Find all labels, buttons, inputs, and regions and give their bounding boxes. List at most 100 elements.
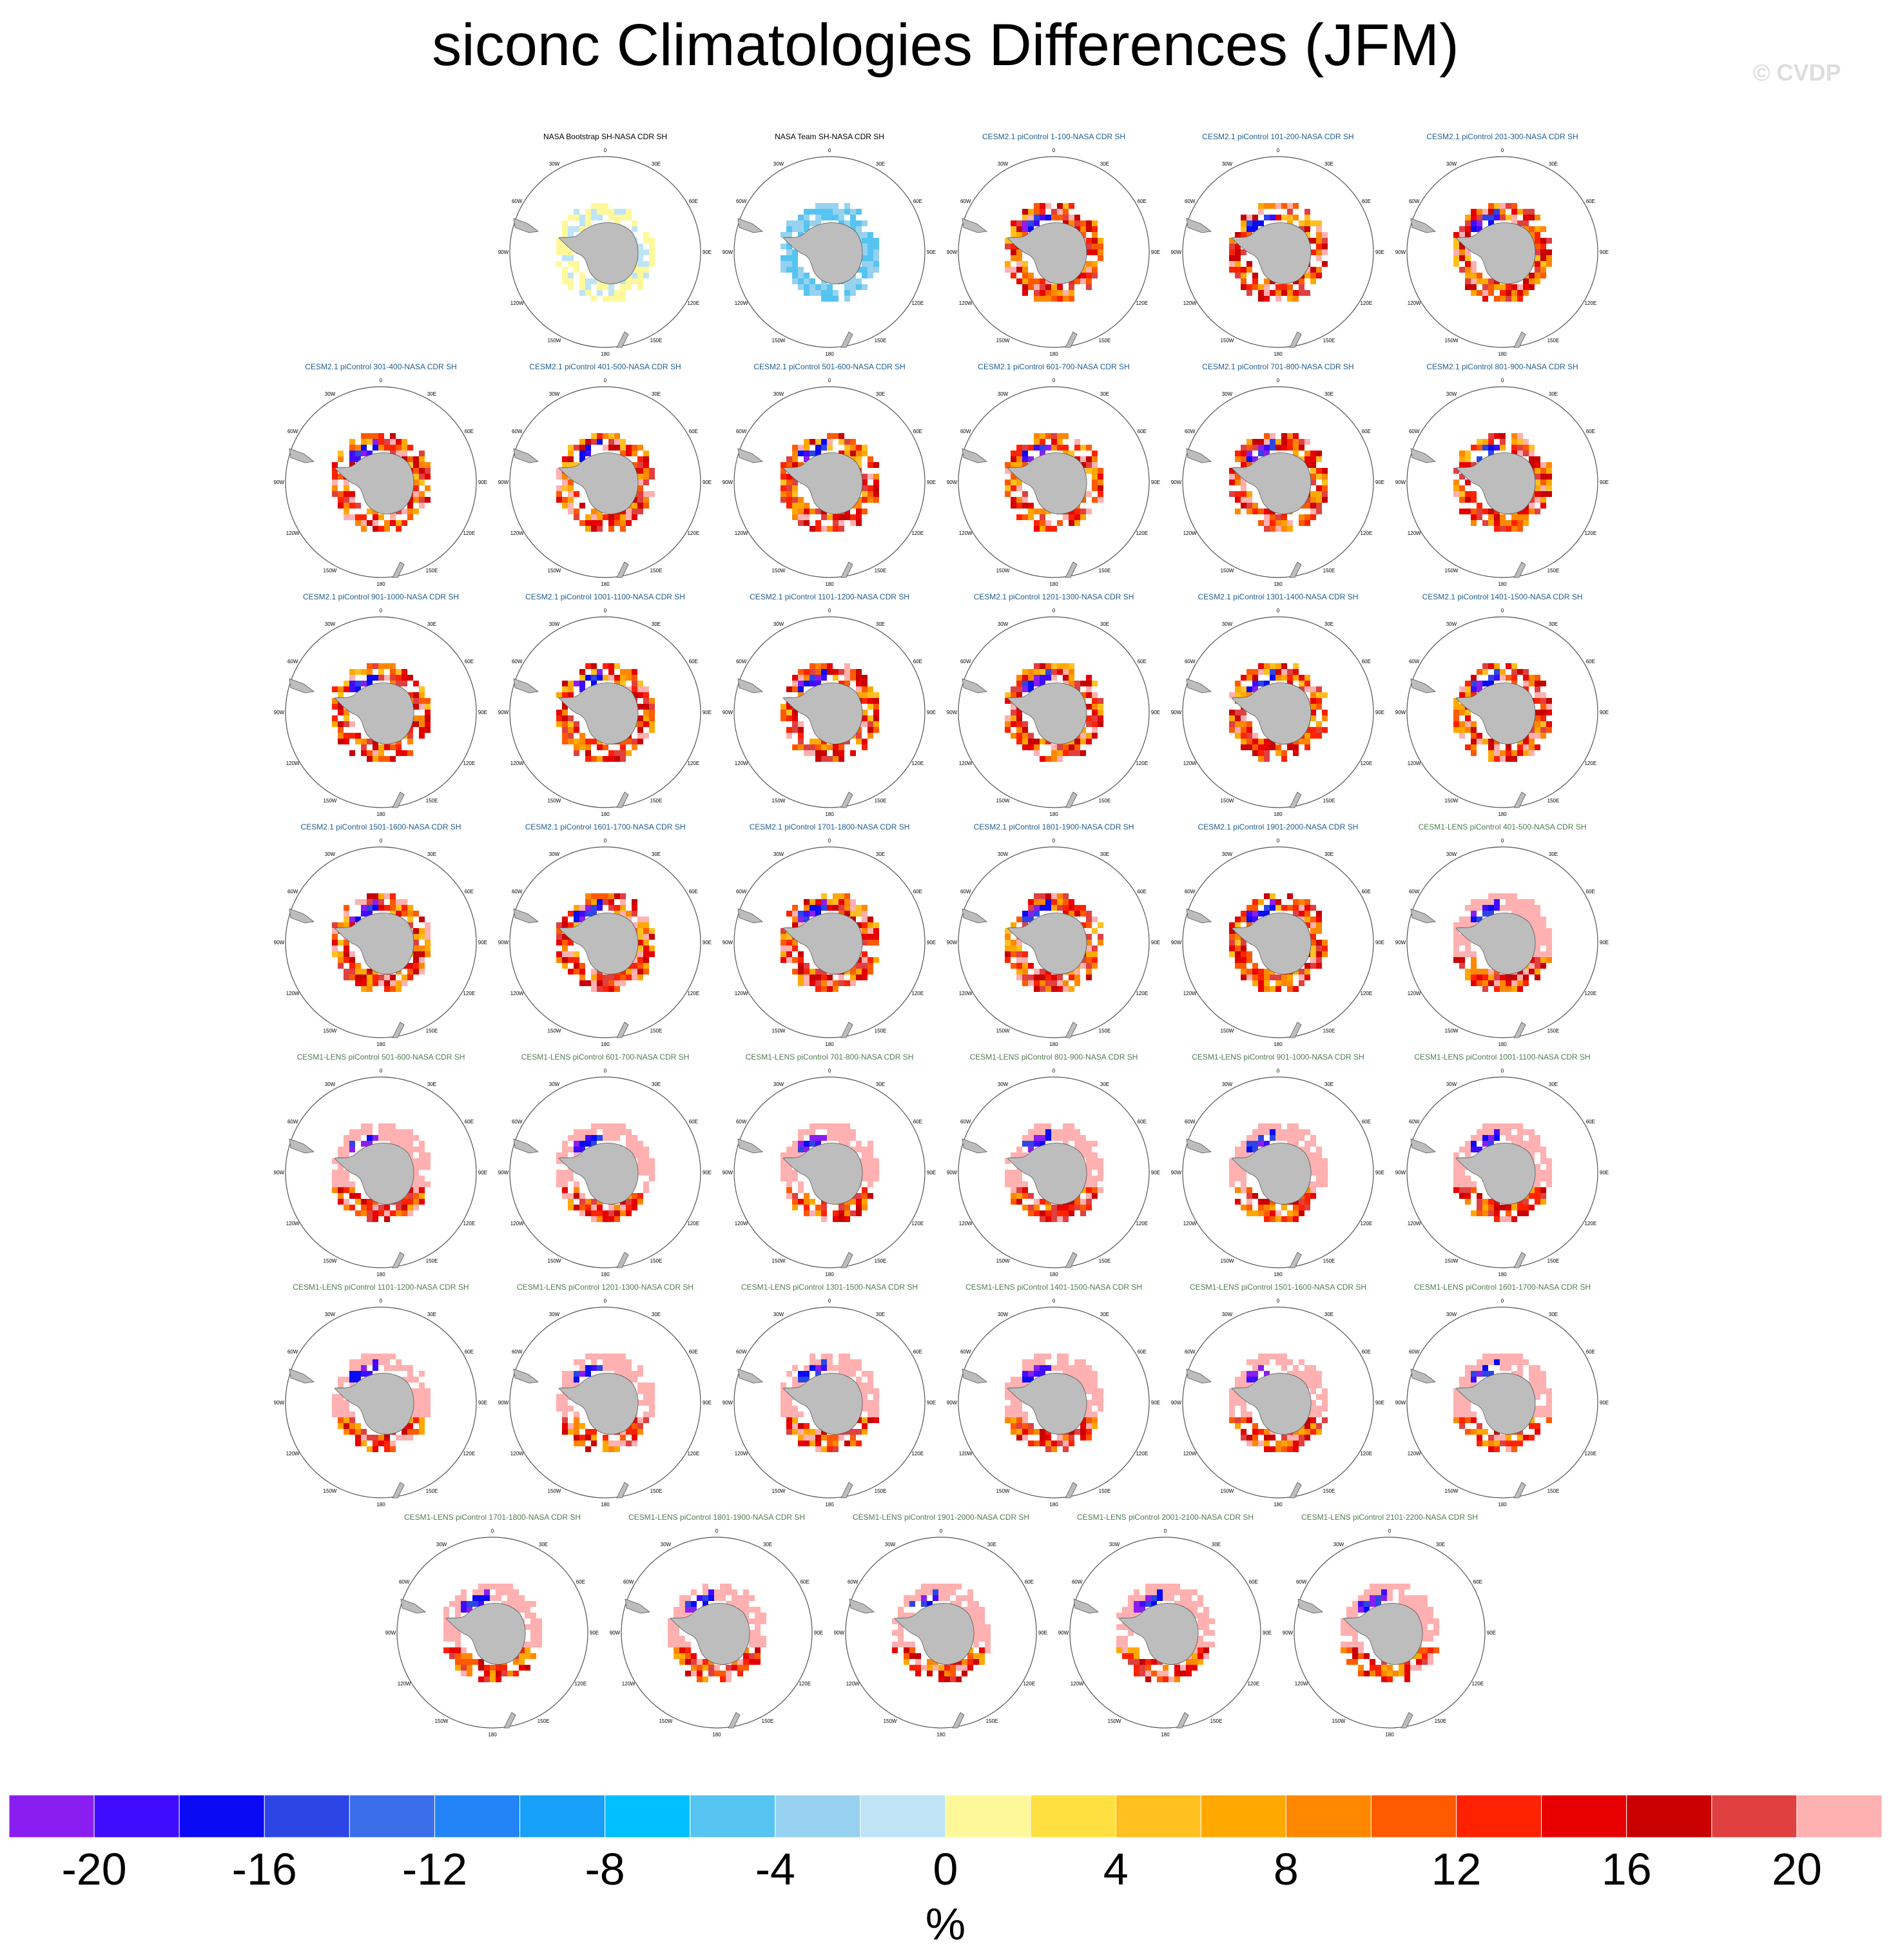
ice-cell	[1051, 439, 1057, 445]
lon-label: 180	[1498, 1042, 1507, 1047]
ice-cell	[425, 1394, 431, 1400]
ice-cell	[1229, 715, 1235, 721]
lon-label: 30W	[1446, 161, 1457, 167]
ice-cell	[804, 1423, 810, 1429]
ice-cell	[810, 975, 815, 980]
ice-cell	[490, 1595, 496, 1601]
ice-cell	[1235, 1423, 1241, 1429]
ice-cell	[637, 1371, 643, 1377]
ice-cell	[1051, 433, 1057, 439]
ice-cell	[620, 514, 626, 520]
ice-cell	[643, 940, 649, 946]
ice-cell	[1281, 215, 1287, 220]
ice-cell	[1453, 940, 1459, 946]
ice-cell	[1016, 261, 1022, 267]
ice-cell	[1506, 675, 1511, 681]
ice-cell	[556, 692, 562, 698]
ice-cell	[413, 485, 419, 491]
ice-cell	[833, 744, 839, 750]
map-panel: CESM2.1 piControl 701-800-NASA CDR SH 0 30…	[1170, 362, 1386, 588]
lon-label: 30E	[652, 1082, 661, 1087]
lon-label: 60E	[465, 1349, 474, 1355]
ice-cell	[1500, 980, 1506, 986]
ice-cell	[367, 899, 373, 905]
new-zealand-land	[1065, 1022, 1078, 1038]
ice-cell	[1517, 439, 1523, 445]
ice-cell	[804, 1147, 810, 1152]
ice-cell	[632, 957, 637, 963]
ice-cell	[781, 1170, 786, 1176]
ice-cell	[349, 969, 355, 975]
ice-cell	[349, 975, 355, 980]
lon-label: 120W	[510, 530, 524, 536]
lon-label: 90W	[274, 710, 285, 715]
ice-cell	[844, 899, 850, 905]
ice-cell	[1506, 1354, 1511, 1359]
ice-cell	[1304, 1365, 1310, 1371]
ice-cell	[568, 1429, 574, 1435]
ice-cell	[603, 1216, 608, 1222]
ice-cell	[1069, 675, 1074, 681]
ice-cell	[1506, 899, 1511, 905]
ice-cell	[1011, 480, 1016, 485]
ice-cell	[1016, 946, 1022, 951]
ice-cell	[467, 1607, 472, 1613]
ice-cell	[649, 1388, 655, 1394]
ice-cell	[804, 669, 810, 675]
lon-label: 150E	[875, 568, 887, 574]
ice-cell	[367, 969, 373, 975]
ice-cell	[1494, 445, 1500, 451]
ice-cell	[1535, 744, 1540, 750]
ice-cell	[1523, 1435, 1529, 1441]
lon-label: 120E	[687, 1451, 699, 1457]
ice-cell	[1069, 1435, 1074, 1441]
ice-cell	[390, 905, 396, 911]
ice-cell	[355, 1135, 361, 1141]
ice-cell	[1322, 261, 1328, 267]
ice-cell	[637, 456, 643, 462]
ice-cell	[608, 433, 614, 439]
ice-cell	[1016, 963, 1022, 969]
ice-cell	[850, 975, 856, 980]
ice-cell	[1517, 1123, 1523, 1129]
lon-label: 90W	[498, 1400, 509, 1406]
ice-cell	[1540, 1388, 1546, 1394]
ice-cell	[568, 215, 574, 220]
ice-cell	[1540, 503, 1546, 509]
ice-cell	[413, 951, 419, 957]
ice-cell	[1092, 963, 1098, 969]
ice-cell	[349, 1365, 355, 1371]
ice-cell	[1229, 1164, 1235, 1170]
panel-title: CESM2.1 piControl 1701-1800-NASA CDR SH	[749, 822, 910, 831]
ice-cell	[413, 1429, 419, 1435]
ice-cell	[1459, 1377, 1465, 1383]
ice-cell	[1246, 215, 1252, 220]
ice-cell	[361, 1205, 367, 1210]
ice-cell	[815, 905, 821, 911]
ice-cell	[1264, 663, 1270, 669]
ice-cell	[1098, 710, 1103, 715]
ice-cell	[1310, 456, 1316, 462]
ice-cell	[1477, 739, 1482, 744]
ice-cell	[1316, 1406, 1322, 1412]
antarctica-land	[1455, 683, 1536, 744]
ice-cell	[1011, 1423, 1016, 1429]
ice-cell	[643, 934, 649, 940]
ice-cell	[804, 209, 810, 215]
ice-cell	[1057, 905, 1063, 911]
ice-cell	[1069, 1123, 1074, 1129]
ice-cell	[390, 439, 396, 445]
ice-cell	[1011, 1412, 1016, 1417]
ice-cell	[332, 480, 338, 485]
ice-cell	[873, 934, 879, 940]
ice-cell	[1069, 663, 1074, 669]
lon-label: 0	[380, 1068, 383, 1074]
panel-title: CESM2.1 piControl 401-500-NASA CDR SH	[529, 362, 681, 371]
ice-cell	[1241, 491, 1246, 497]
ice-cell	[1316, 692, 1322, 698]
antarctica-land	[1455, 222, 1536, 284]
ice-cell	[1235, 934, 1241, 940]
ice-cell	[1252, 905, 1258, 911]
ice-cell	[1258, 1135, 1264, 1141]
ice-cell	[1011, 1383, 1016, 1388]
